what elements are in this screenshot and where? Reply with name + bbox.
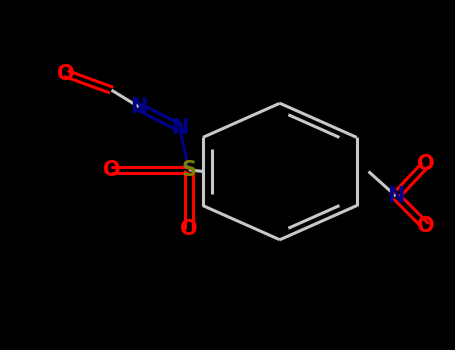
Text: O: O bbox=[417, 154, 434, 175]
Text: O: O bbox=[57, 63, 75, 84]
Text: N: N bbox=[171, 118, 188, 138]
Text: O: O bbox=[417, 216, 434, 236]
Text: S: S bbox=[182, 160, 196, 180]
Text: O: O bbox=[103, 160, 120, 180]
Text: O: O bbox=[180, 219, 197, 239]
Text: N: N bbox=[130, 97, 147, 117]
Text: N: N bbox=[387, 186, 404, 206]
